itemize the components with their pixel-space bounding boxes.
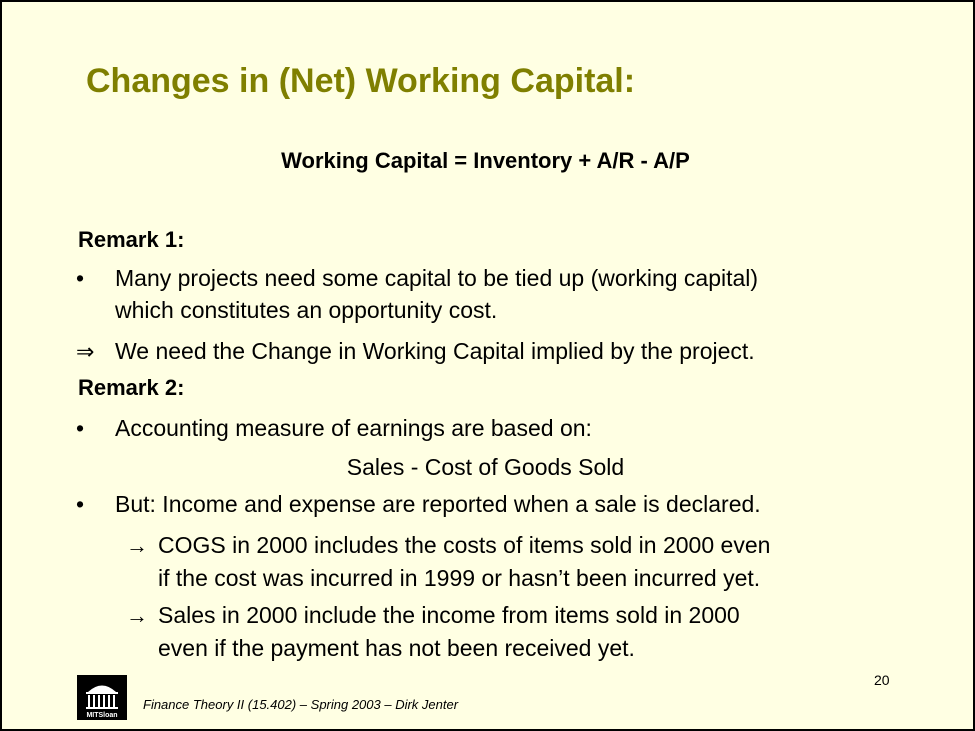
sales-minus-cogs: Sales - Cost of Goods Sold (346, 454, 625, 480)
logo-text: MITSloan (86, 712, 117, 719)
remark-2-bullet-2: But: Income and expense are reported whe… (115, 491, 761, 517)
right-arrow-icon: → (126, 533, 148, 558)
working-capital-formula: Working Capital = Inventory + A/R - A/P (281, 148, 690, 173)
right-arrow-icon: → (126, 603, 148, 628)
remark-2-bullet-1: Accounting measure of earnings are based… (115, 415, 592, 441)
slide-title: Changes in (Net) Working Capital: (86, 62, 636, 100)
implies-arrow-icon: ⇒ (76, 339, 95, 364)
sub-point-1-line-2: if the cost was incurred in 1999 or hasn… (158, 565, 761, 591)
bullet-icon: • (76, 265, 85, 291)
page-number: 20 (874, 672, 890, 688)
mit-sloan-logo: MITSloan (77, 675, 127, 720)
remark-1-bullet-line-1: Many projects need some capital to be ti… (115, 265, 759, 291)
remark-1-heading: Remark 1: (78, 227, 185, 252)
remark-1-bullet-line-2: which constitutes an opportunity cost. (115, 297, 498, 323)
remark-1-implication: We need the Change in Working Capital im… (115, 338, 755, 364)
sub-point-1-line-1: COGS in 2000 includes the costs of items… (158, 532, 771, 558)
bullet-icon: • (76, 491, 85, 517)
mit-dome-icon: MITSloan (77, 675, 127, 720)
sub-point-2-line-2: even if the payment has not been receive… (158, 635, 635, 661)
bullet-icon: • (76, 415, 85, 441)
remark-2-heading: Remark 2: (78, 375, 185, 400)
sub-point-2-line-1: Sales in 2000 include the income from it… (158, 602, 740, 628)
footer-text: Finance Theory II (15.402) – Spring 2003… (143, 697, 459, 712)
